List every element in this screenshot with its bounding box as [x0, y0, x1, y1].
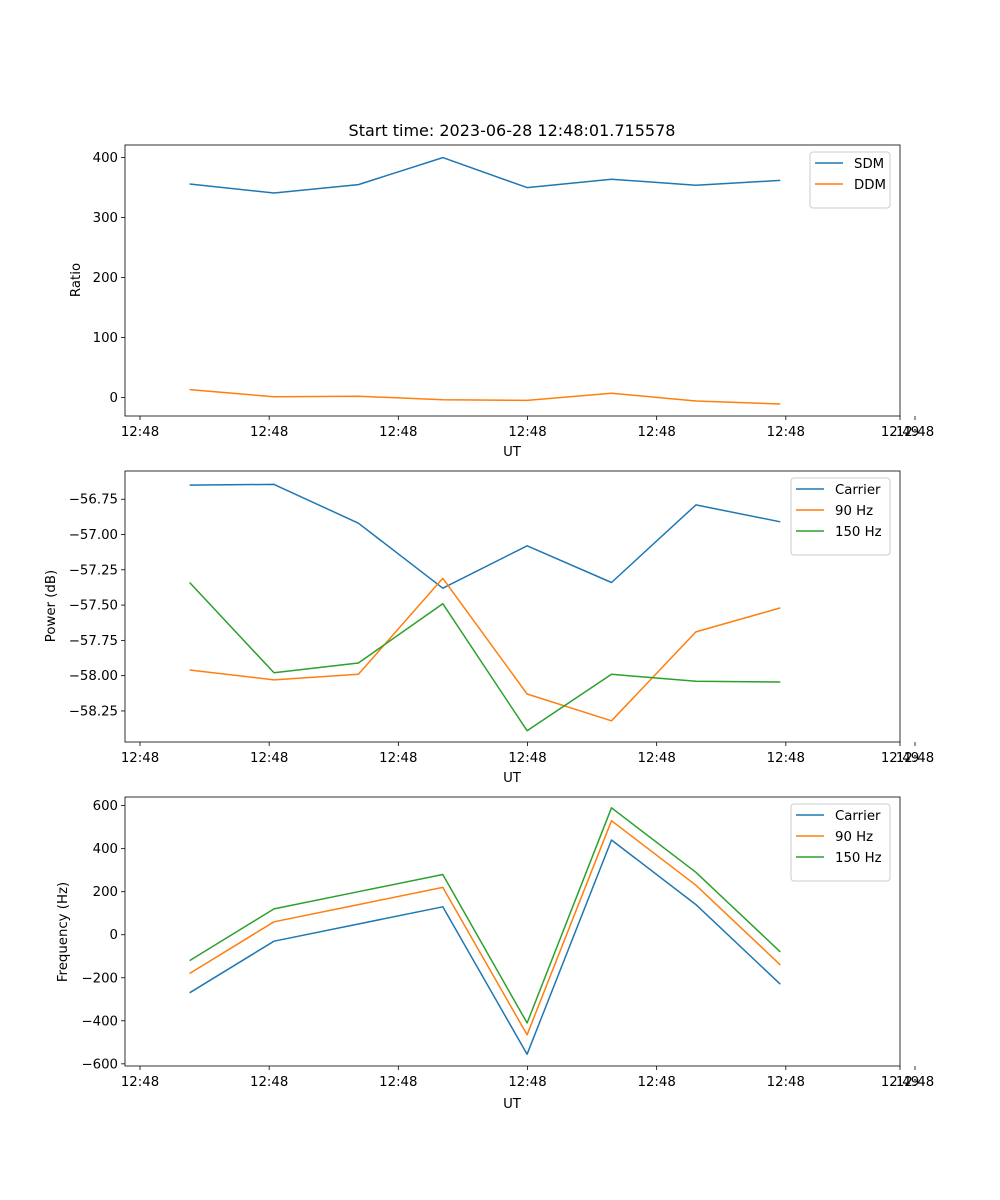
- x-tick-label: 12:48: [121, 425, 159, 440]
- legend-label: 150 Hz: [835, 525, 882, 540]
- x-tick-label: 12:48: [250, 425, 288, 440]
- legend-label: DDM: [854, 178, 886, 193]
- x-tick-label: 12:48: [379, 751, 417, 766]
- y-tick-label: −57.75: [69, 634, 118, 649]
- x-tick-label: 12:48: [508, 425, 546, 440]
- x-tick-label: 12:49: [881, 1075, 919, 1090]
- x-tick-label: 12:48: [638, 751, 676, 766]
- y-tick-label: 0: [110, 391, 118, 406]
- legend-label: SDM: [854, 157, 884, 172]
- chart-title: Start time: 2023-06-28 12:48:01.715578: [349, 121, 676, 140]
- x-tick-label: 12:48: [767, 1075, 805, 1090]
- series-line-90-hz: [189, 577, 781, 722]
- series-line-sdm: [189, 156, 781, 194]
- x-tick-label: 12:49: [881, 751, 919, 766]
- legend-label: Carrier: [835, 483, 881, 498]
- y-tick-label: −400: [81, 1014, 118, 1029]
- series-line-150-hz: [189, 581, 781, 732]
- y-axis-label: Ratio: [69, 263, 84, 297]
- y-tick-label: 400: [93, 842, 118, 857]
- subplot-ratio: Start time: 2023-06-28 12:48:01.715578 U…: [69, 121, 934, 460]
- subplot-frequency: UT Frequency (Hz) 12:48 12:48 12:48 12:48 12…: [56, 796, 934, 1112]
- series-line-ddm: [189, 388, 781, 405]
- x-tick-label: 12:48: [638, 1075, 676, 1090]
- axes-frame: [124, 470, 901, 743]
- x-tick-label: 12:48: [896, 1075, 934, 1090]
- y-tick-label: −58.00: [69, 669, 118, 684]
- x-tick-label: 12:48: [508, 751, 546, 766]
- y-tick-label: −57.50: [69, 599, 118, 614]
- y-tick-label: 400: [93, 151, 118, 166]
- series-line-90-hz: [189, 819, 781, 1036]
- series-line-carrier: [189, 839, 781, 1055]
- x-tick-label: 12:48: [121, 1075, 159, 1090]
- x-tick-label: 12:48: [250, 1075, 288, 1090]
- x-tick-label: 12:48: [767, 425, 805, 440]
- x-tick-label: 12:48: [379, 1075, 417, 1090]
- axes-frame: [124, 796, 901, 1067]
- y-tick-label: −57.25: [69, 563, 118, 578]
- x-tick-label: 12:48: [896, 425, 934, 440]
- y-tick-label: −200: [81, 971, 118, 986]
- x-tick-label: 12:48: [508, 1075, 546, 1090]
- axes-frame: [124, 144, 901, 417]
- y-tick-label: 300: [93, 211, 118, 226]
- y-tick-label: −600: [81, 1057, 118, 1072]
- y-tick-label: 200: [93, 271, 118, 286]
- y-tick-label: 600: [93, 799, 118, 814]
- legend-label: Carrier: [835, 809, 881, 824]
- x-axis-label: UT: [503, 445, 522, 460]
- x-tick-label: 12:48: [379, 425, 417, 440]
- y-tick-label: 0: [110, 928, 118, 943]
- y-tick-label: −57.00: [69, 528, 118, 543]
- y-tick-label: −56.75: [69, 493, 118, 508]
- x-tick-label: 12:48: [638, 425, 676, 440]
- legend-box: [790, 477, 891, 556]
- x-axis-label: UT: [503, 1097, 522, 1112]
- x-tick-label: 12:48: [896, 751, 934, 766]
- y-tick-label: 200: [93, 885, 118, 900]
- series-line-carrier: [189, 483, 781, 589]
- y-axis-label: Frequency (Hz): [56, 882, 71, 982]
- legend-label: 90 Hz: [835, 830, 873, 845]
- subplot-power: UT Power (dB) 12:48 12:48 12:48 12:48 12:48 1…: [44, 470, 934, 786]
- legend-label: 90 Hz: [835, 504, 873, 519]
- x-axis-label: UT: [503, 771, 522, 786]
- legend-box: [809, 151, 891, 209]
- x-tick-label: 12:48: [121, 751, 159, 766]
- x-tick-label: 12:48: [767, 751, 805, 766]
- x-tick-label: 12:48: [250, 751, 288, 766]
- legend-box: [790, 803, 891, 882]
- x-tick-label: 12:49: [881, 425, 919, 440]
- y-tick-label: −58.25: [69, 704, 118, 719]
- y-tick-label: 100: [93, 331, 118, 346]
- series-line-150-hz: [189, 807, 781, 1024]
- legend-label: 150 Hz: [835, 851, 882, 866]
- y-axis-label: Power (dB): [44, 570, 59, 642]
